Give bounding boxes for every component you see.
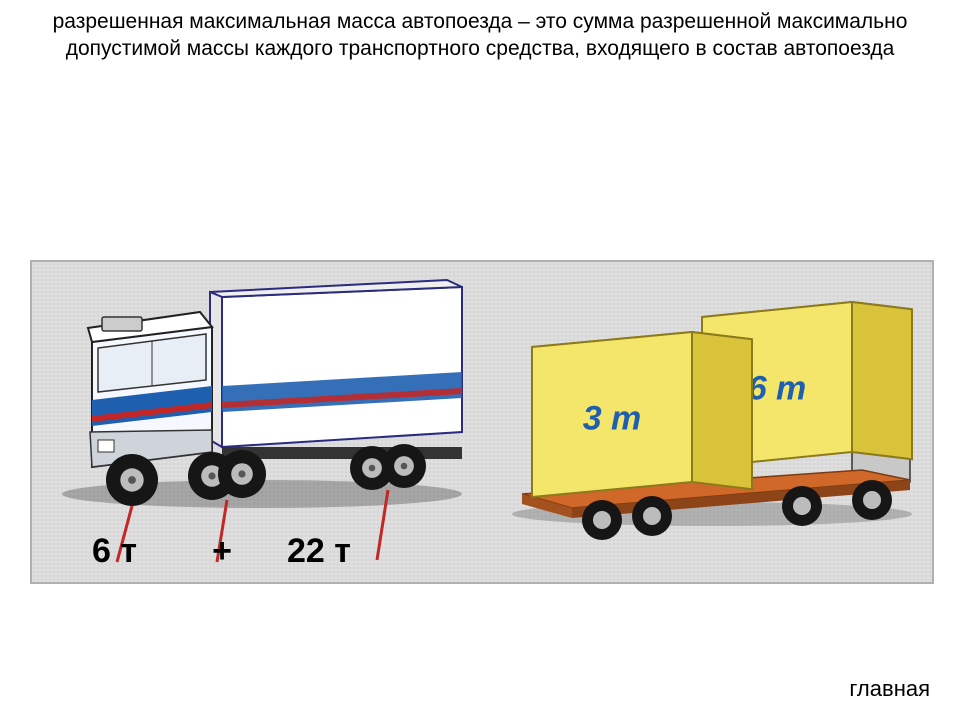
svg-text:6 т: 6 т: [92, 532, 137, 570]
main-link[interactable]: главная: [849, 676, 930, 702]
definition-caption: разрешенная максимальная масса автопоезд…: [0, 8, 960, 63]
svg-text:6 т: 6 т: [748, 370, 807, 408]
svg-text:+: +: [212, 532, 232, 570]
left-truck: 6 т +22 т: [62, 280, 462, 570]
svg-text:22 т: 22 т: [287, 532, 351, 570]
diagram-svg: 6 т +22 т 6 т 3 т: [32, 262, 932, 582]
page: разрешенная максимальная масса автопоезд…: [0, 0, 960, 720]
right-truck: 6 т 3 т: [512, 302, 912, 540]
svg-text:3 т: 3 т: [583, 400, 642, 438]
illustration-panel: 6 т +22 т 6 т 3 т: [30, 260, 934, 584]
